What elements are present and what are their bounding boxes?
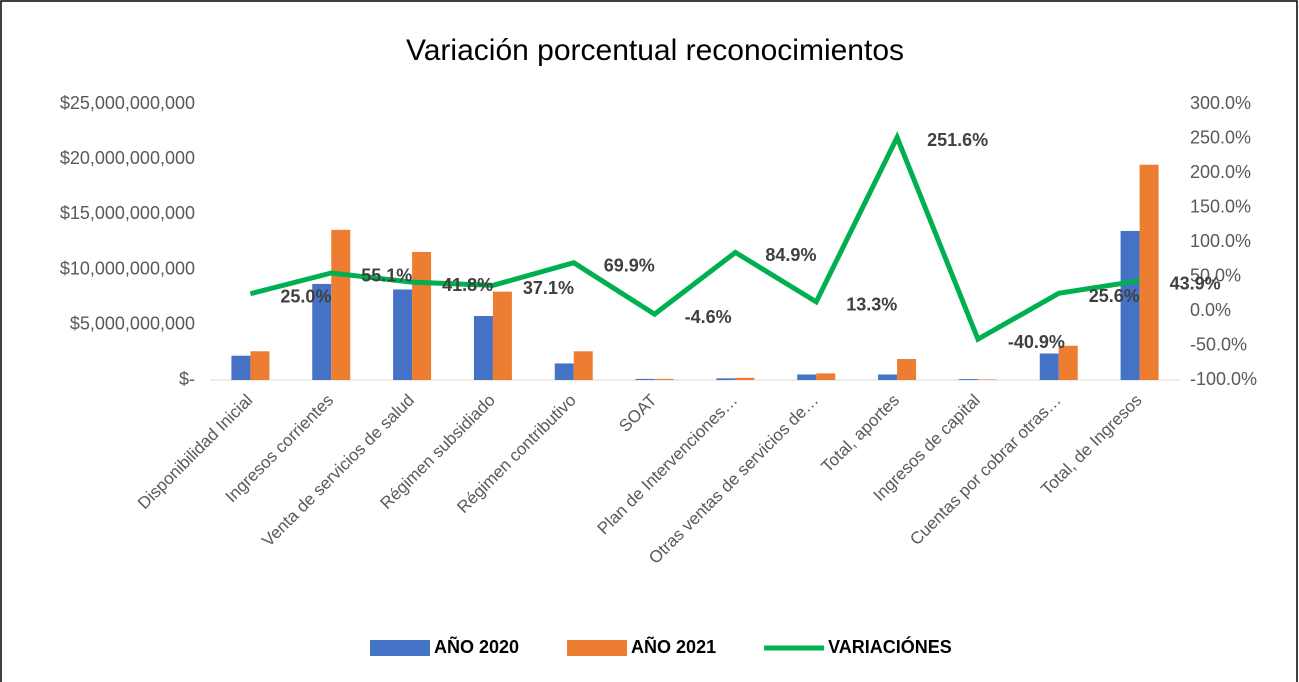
bar [797,374,817,380]
legend-label: VARIACIÓNES [828,636,952,657]
bar [1058,345,1078,380]
bar [473,315,493,380]
y2-tick-label: 150.0% [1190,196,1251,216]
y2-tick-label: 100.0% [1190,231,1251,251]
bar [1120,230,1140,380]
data-label: 69.9% [604,256,655,276]
bar [977,379,997,380]
y-tick-label: $20,000,000,000 [60,148,195,168]
bar [573,351,593,380]
legend-swatch [567,640,628,656]
bar [312,283,332,380]
bar [878,374,898,380]
y2-tick-label: -50.0% [1190,334,1247,354]
legend-swatch [370,640,430,656]
y2-tick-label: 200.0% [1190,162,1251,182]
data-label: 41.8% [442,275,493,295]
line [249,131,1140,343]
data-label: 251.6% [927,130,988,150]
bar [331,229,351,380]
data-label: -4.6% [685,307,732,327]
y2-tick-label: -100.0% [1190,369,1257,389]
bar [816,373,836,380]
y2-tick-label: 250.0% [1190,127,1251,147]
data-label: 13.3% [846,295,897,315]
y2-tick-label: 300.0% [1190,93,1251,113]
bar [635,378,655,380]
y-tick-label: $10,000,000,000 [60,258,195,278]
data-label: 25.0% [280,287,331,307]
bar [897,359,917,380]
bar [393,289,413,380]
bar [1039,353,1059,380]
bar [554,363,574,380]
data-label: 43.9% [1170,273,1221,293]
data-label: 37.1% [523,278,574,298]
data-label: 25.6% [1089,286,1140,306]
chart-title: Variación porcentual reconocimientos [406,34,904,67]
y-tick-label: $25,000,000,000 [60,93,195,113]
bar [735,377,755,380]
y-tick-label: $- [179,369,195,389]
bar [492,291,512,380]
bar [412,251,432,380]
bar [958,379,978,380]
y-tick-label: $15,000,000,000 [60,203,195,223]
legend-label: AÑO 2021 [631,636,716,657]
y2-tick-label: 50.0% [1190,265,1241,285]
bar [250,351,270,380]
legend-label: AÑO 2020 [434,636,519,657]
y-tick-label: $5,000,000,000 [70,314,195,334]
bar [716,378,736,380]
data-label: -40.9% [1008,332,1065,352]
data-label: 55.1% [361,266,412,286]
bar [1139,164,1159,380]
bar [231,355,251,380]
y2-tick-label: 0.0% [1190,300,1231,320]
data-label: 84.9% [765,245,816,265]
bar [654,378,674,380]
